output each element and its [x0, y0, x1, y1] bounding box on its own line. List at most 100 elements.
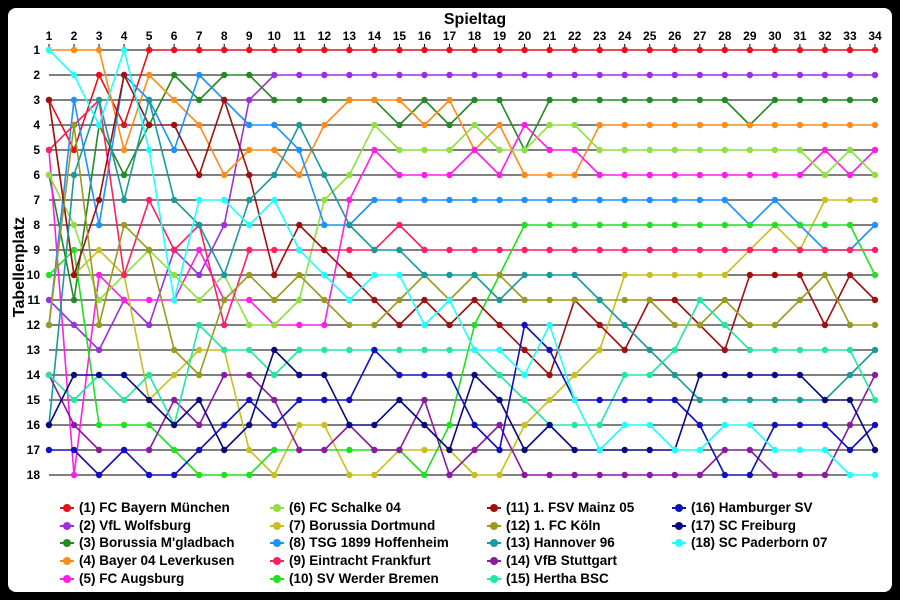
data-point: [120, 171, 128, 179]
data-point: [70, 71, 78, 79]
series-line: [48, 49, 875, 476]
data-point: [696, 421, 703, 429]
legend-item: (6) FC Schalke 04: [270, 499, 487, 517]
data-point: [321, 321, 328, 329]
data-point: [746, 321, 754, 329]
legend-label: (14) VfB Stuttgart: [506, 553, 617, 569]
legend-swatch: [60, 538, 74, 548]
series-line: [48, 74, 875, 351]
data-point: [796, 71, 804, 79]
series-line: [48, 99, 875, 326]
data-point: [195, 321, 203, 329]
data-point: [871, 46, 879, 54]
data-point: [396, 396, 403, 404]
data-point: [70, 46, 78, 54]
y-tick-label: 2: [33, 68, 40, 82]
data-point: [170, 421, 178, 429]
data-point: [596, 321, 603, 329]
legend-item: (16) Hamburger SV: [672, 499, 890, 517]
data-point: [871, 296, 879, 304]
legend-swatch: [672, 503, 686, 513]
x-tick-label: 33: [843, 29, 857, 43]
y-tick-label: 18: [27, 468, 41, 482]
legend-label: (4) Bayer 04 Leverkusen: [79, 553, 235, 569]
data-point: [621, 196, 628, 204]
data-point: [571, 471, 578, 479]
legend-item: (7) Borussia Dortmund: [270, 517, 487, 535]
data-point: [70, 96, 78, 104]
data-point: [646, 96, 653, 104]
data-point: [246, 146, 253, 154]
data-point: [321, 421, 328, 429]
legend-swatch: [487, 574, 501, 583]
data-point: [346, 96, 353, 104]
data-point: [371, 421, 378, 429]
data-point: [446, 246, 453, 254]
data-point: [95, 46, 103, 54]
data-point: [646, 446, 653, 454]
data-point: [521, 221, 528, 229]
data-point: [120, 296, 128, 304]
data-point: [70, 421, 78, 429]
data-point: [621, 321, 628, 329]
data-point: [195, 246, 203, 254]
data-point: [771, 196, 779, 204]
data-point: [546, 171, 553, 179]
data-point: [421, 271, 428, 279]
data-point: [296, 421, 303, 429]
data-point: [321, 46, 328, 54]
data-point: [271, 96, 278, 104]
data-point: [796, 171, 804, 179]
data-point: [771, 71, 779, 79]
data-point: [170, 146, 178, 154]
data-point: [546, 146, 553, 154]
data-point: [346, 421, 353, 429]
data-point: [871, 396, 879, 404]
data-point: [95, 346, 103, 354]
data-point: [221, 221, 228, 229]
data-point: [646, 121, 653, 129]
data-point: [546, 46, 553, 54]
data-point: [446, 171, 453, 179]
data-point: [421, 246, 428, 254]
legend-swatch: [60, 556, 74, 566]
legend-label: (6) FC Schalke 04: [289, 500, 401, 516]
data-point: [346, 346, 353, 354]
data-point: [120, 71, 128, 79]
data-point: [321, 121, 328, 129]
legend-label: (1) FC Bayern München: [79, 500, 230, 516]
series: [45, 71, 879, 354]
data-point: [421, 196, 428, 204]
data-point: [421, 371, 428, 379]
data-point: [796, 421, 804, 429]
data-point: [496, 246, 503, 254]
data-point: [170, 46, 178, 54]
series-line: [49, 324, 876, 476]
data-point: [521, 196, 528, 204]
data-point: [871, 196, 879, 204]
data-point: [70, 221, 78, 229]
data-point: [471, 246, 478, 254]
data-point: [346, 471, 353, 479]
data-point: [321, 96, 328, 104]
data-point: [621, 46, 628, 54]
x-tick-label: 21: [543, 29, 557, 43]
legend-swatch: [487, 503, 501, 513]
data-point: [296, 446, 303, 454]
data-point: [496, 146, 503, 154]
data-point: [771, 346, 779, 354]
data-point: [120, 371, 128, 379]
x-tick-label: 8: [221, 29, 228, 43]
data-point: [321, 396, 328, 404]
y-tick-label: 15: [27, 393, 41, 407]
data-point: [571, 371, 578, 379]
data-point: [396, 121, 403, 129]
data-point: [721, 421, 729, 429]
series-line: [48, 74, 876, 326]
data-point: [696, 371, 703, 379]
series: [45, 321, 879, 479]
data-point: [471, 471, 478, 479]
data-point: [496, 396, 503, 404]
data-point: [145, 371, 153, 379]
data-point: [170, 271, 178, 279]
